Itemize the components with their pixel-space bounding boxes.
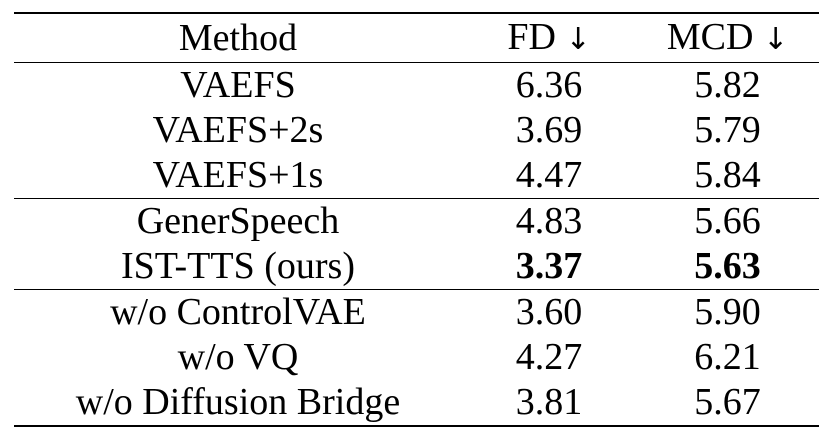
header-fd: FD ↓ bbox=[462, 12, 636, 63]
cell-method: VAEFS+2s bbox=[152, 109, 324, 151]
cell-method: VAEFS+1s bbox=[152, 154, 324, 196]
cell-mcd: 5.90 bbox=[636, 289, 819, 335]
table-header-row: Method FD ↓ MCD ↓ bbox=[14, 12, 819, 63]
down-arrow-icon: ↓ bbox=[762, 21, 789, 57]
table-row: VAEFS+2s 3.69 5.79 bbox=[14, 108, 819, 153]
table-row: VAEFS+1s 4.47 5.84 bbox=[14, 153, 819, 199]
cell-method: w/o Diffusion Bridge bbox=[14, 380, 462, 427]
header-method: Method bbox=[14, 12, 462, 63]
table-row: w/o VQ 4.27 6.21 bbox=[14, 335, 819, 380]
cell-fd: 3.81 bbox=[462, 380, 636, 427]
cell-fd: 4.47 bbox=[515, 154, 583, 196]
table-row: w/o ControlVAE 3.60 5.90 bbox=[14, 289, 819, 335]
cell-fd: 3.60 bbox=[462, 289, 636, 335]
cell-mcd: 5.84 bbox=[694, 154, 761, 196]
cell-method: VAEFS bbox=[180, 64, 296, 106]
cell-mcd: 6.21 bbox=[694, 336, 761, 378]
cell-method: GenerSpeech bbox=[14, 198, 462, 244]
header-mcd: MCD ↓ bbox=[636, 12, 819, 63]
cell-fd: 6.36 bbox=[515, 64, 583, 106]
cell-fd: 4.27 bbox=[515, 336, 583, 378]
results-table-container: Method FD ↓ MCD ↓ VAEFS 6.36 5.82 VAEFS+… bbox=[14, 12, 819, 427]
cell-mcd-best: 5.63 bbox=[694, 245, 761, 287]
table-row: VAEFS 6.36 5.82 bbox=[14, 63, 819, 109]
cell-method: w/o VQ bbox=[177, 336, 299, 378]
cell-fd: 4.83 bbox=[462, 198, 636, 244]
table-row: GenerSpeech 4.83 5.66 bbox=[14, 198, 819, 244]
cell-mcd: 5.82 bbox=[694, 64, 761, 106]
header-method-label: Method bbox=[178, 16, 298, 59]
table-row: IST-TTS (ours) 3.37 5.63 bbox=[14, 244, 819, 290]
cell-mcd: 5.79 bbox=[694, 109, 761, 151]
cell-mcd: 5.67 bbox=[636, 380, 819, 427]
cell-fd: 3.69 bbox=[515, 109, 583, 151]
cell-method: w/o ControlVAE bbox=[14, 289, 462, 335]
header-mcd-label: MCD bbox=[666, 15, 763, 58]
down-arrow-icon: ↓ bbox=[565, 21, 591, 57]
table-row: w/o Diffusion Bridge 3.81 5.67 bbox=[14, 380, 819, 427]
cell-method: IST-TTS (ours) bbox=[121, 245, 355, 287]
cell-mcd: 5.66 bbox=[636, 198, 819, 244]
results-table: Method FD ↓ MCD ↓ VAEFS 6.36 5.82 VAEFS+… bbox=[14, 12, 819, 427]
cell-fd-best: 3.37 bbox=[515, 245, 583, 287]
header-fd-label: FD bbox=[507, 15, 566, 58]
